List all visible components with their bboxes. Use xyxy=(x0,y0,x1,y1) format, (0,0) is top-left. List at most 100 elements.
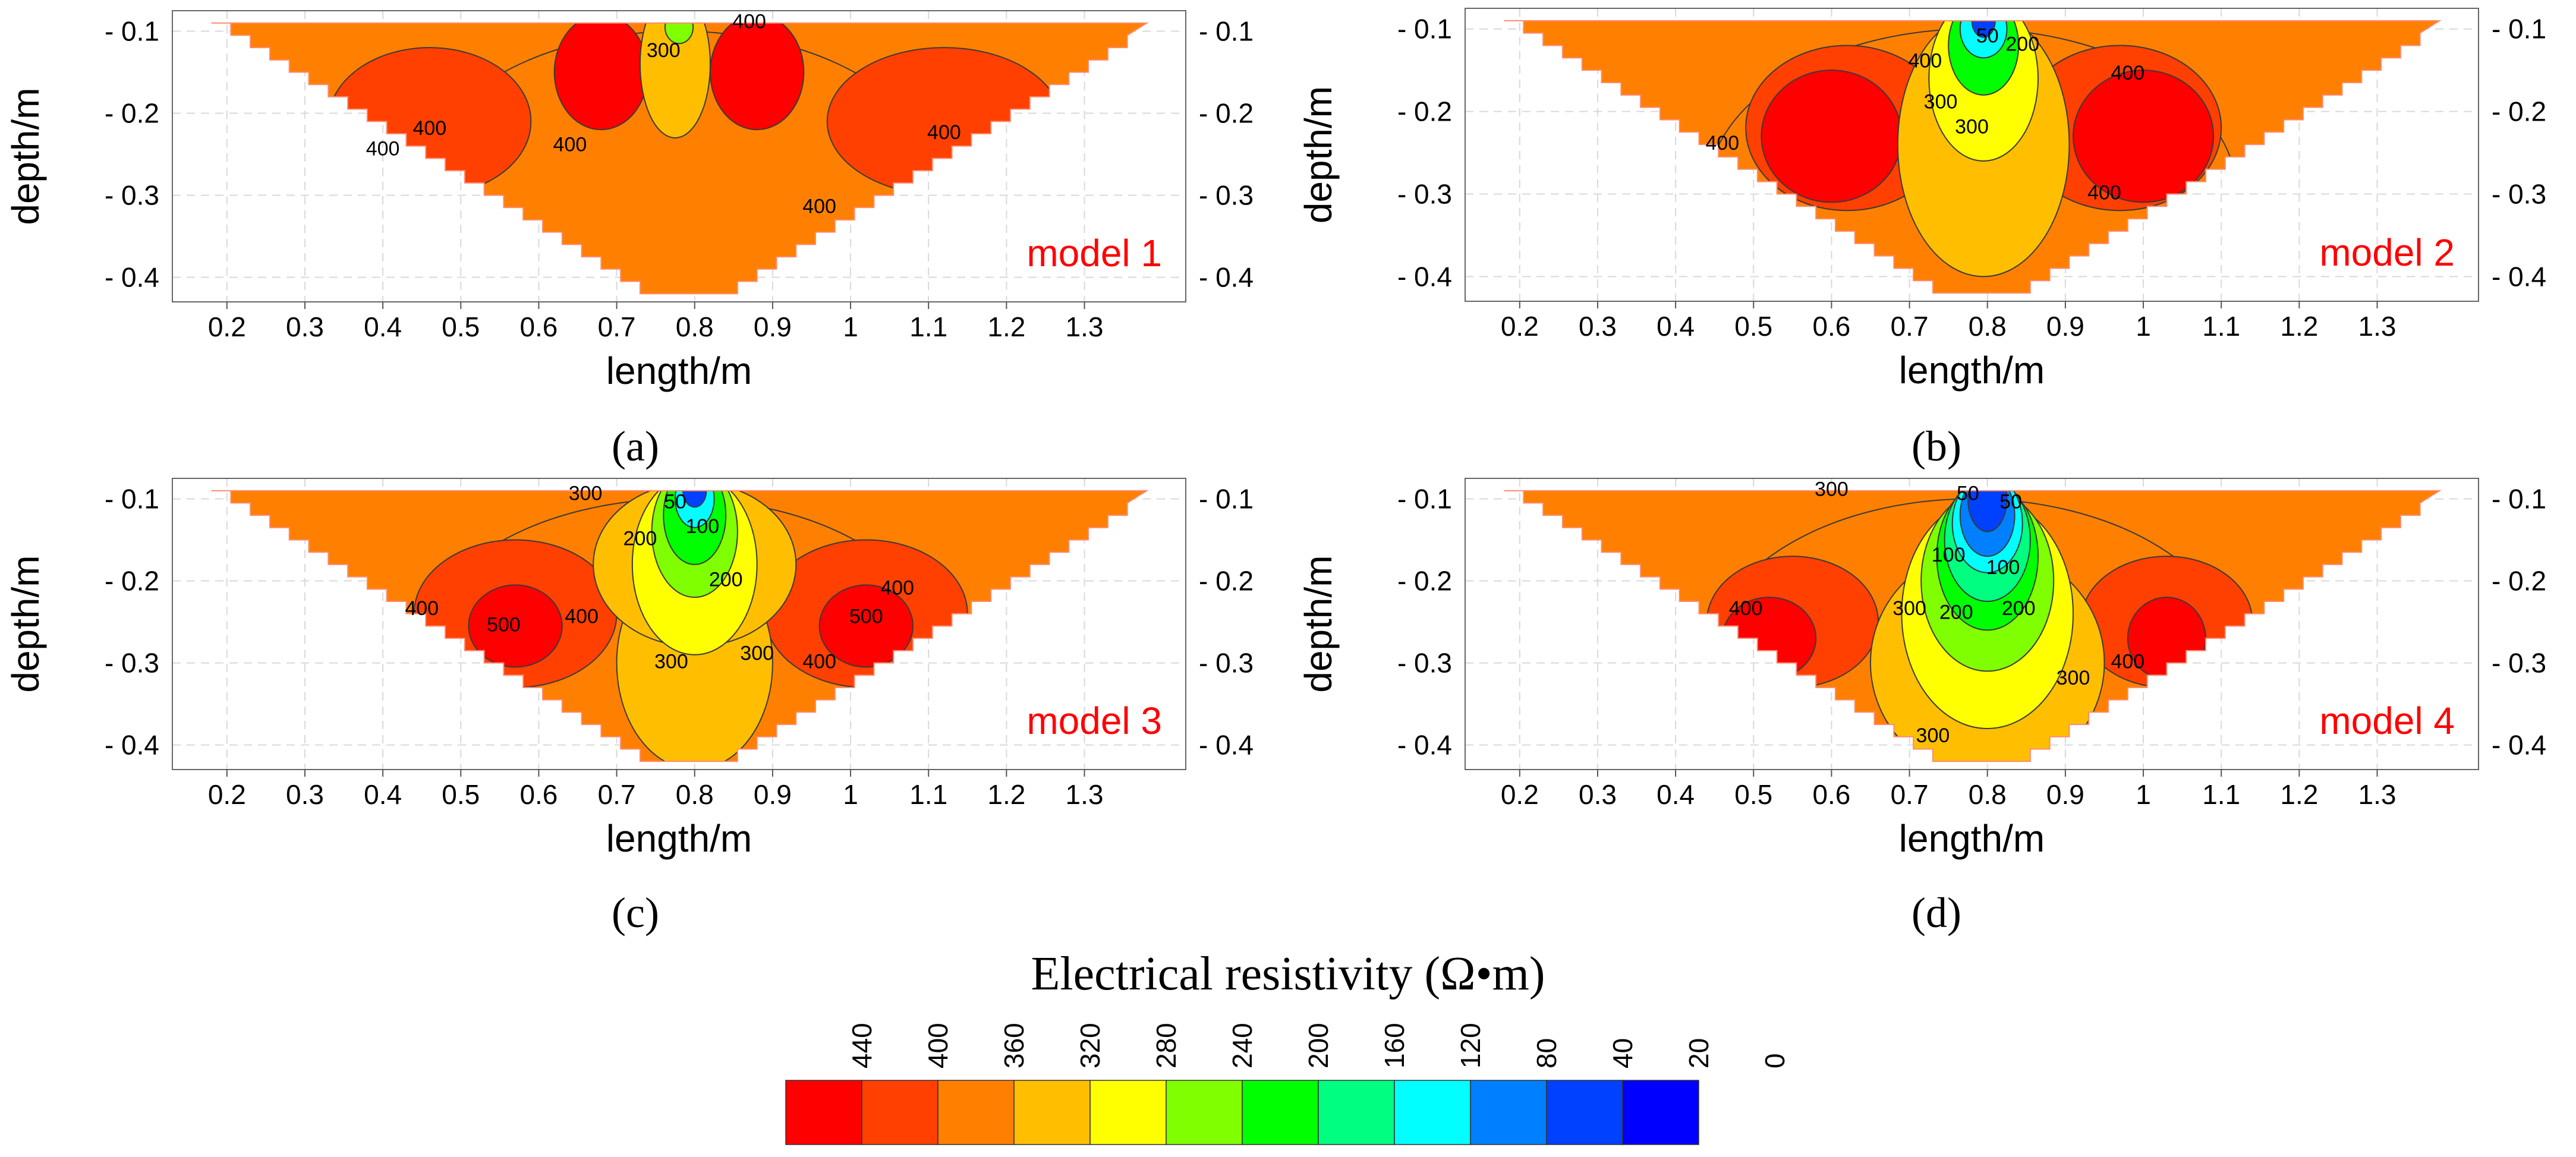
x-tick-label: 0.8 xyxy=(1969,311,2007,342)
resistivity-zone xyxy=(553,23,649,131)
colorbar-tick-label: 240 xyxy=(1227,1023,1258,1068)
contour-label: 400 xyxy=(880,576,914,599)
y-tick-label-left: - 0.3 xyxy=(1397,178,1452,209)
contour-label: 200 xyxy=(709,569,743,591)
colorbar-tick-label: 0 xyxy=(1759,1053,1790,1068)
contour-label: 100 xyxy=(685,515,719,538)
colorbar-tick-label: 360 xyxy=(999,1023,1029,1068)
y-axis-label: depth/m xyxy=(1297,555,1340,692)
contour-label: 400 xyxy=(1908,49,1942,72)
x-tick-label: 1.1 xyxy=(909,311,947,342)
x-tick-label: 0.6 xyxy=(1812,779,1850,810)
x-tick-label: 1.3 xyxy=(2358,311,2397,342)
resistivity-zone xyxy=(682,490,707,508)
colorbar-swatch xyxy=(1242,1080,1319,1145)
contour-label: 400 xyxy=(1729,597,1763,620)
x-tick-label: 0.3 xyxy=(286,311,324,342)
x-tick-label: 0.2 xyxy=(208,779,246,810)
x-tick-label: 0.2 xyxy=(1501,311,1539,342)
contour-label: 200 xyxy=(623,528,657,550)
contour-label: 300 xyxy=(569,483,603,505)
plot-frame xyxy=(1465,8,2479,302)
x-tick-label: 0.9 xyxy=(754,779,792,810)
resistivity-zone xyxy=(468,584,563,668)
x-tick-label: 1 xyxy=(843,311,858,342)
model-title: model 2 xyxy=(2319,231,2455,274)
y-tick-label-left: - 0.2 xyxy=(1397,96,1452,127)
y-tick-label-right: - 0.1 xyxy=(2492,14,2546,45)
panel-label: (d) xyxy=(1911,889,1961,937)
x-tick-label: 1.3 xyxy=(1066,779,1104,810)
contour-label: 500 xyxy=(487,613,521,636)
panel-d: 300 50 50 100 100 200 200 300 300 300 400 400 0.2 0.3… xyxy=(1297,478,2546,937)
y-axis-label: depth/m xyxy=(1297,86,1340,223)
y-tick-label-left: - 0.4 xyxy=(105,262,159,293)
x-tick-label: 0.8 xyxy=(1969,779,2007,810)
model-title: model 4 xyxy=(2319,699,2455,742)
y-tick-label-right: - 0.3 xyxy=(1199,180,1254,211)
x-tick-label: 0.6 xyxy=(1812,311,1850,342)
y-tick-label-left: - 0.2 xyxy=(105,566,159,597)
y-tick-label-right: - 0.2 xyxy=(1199,98,1254,129)
x-tick-label: 0.4 xyxy=(1657,311,1695,342)
contour-label: 50 xyxy=(664,490,686,513)
x-tick-label: 0.3 xyxy=(1579,779,1617,810)
x-tick-label: 0.5 xyxy=(442,779,480,810)
x-axis-label: length/m xyxy=(1899,349,2045,392)
contour-label: 500 xyxy=(849,606,883,628)
x-tick-label: 0.9 xyxy=(2046,311,2084,342)
y-tick-label-left: - 0.3 xyxy=(105,648,159,679)
colorbar-swatch xyxy=(1470,1080,1547,1145)
x-axis-label: length/m xyxy=(606,349,752,392)
y-tick-label-right: - 0.2 xyxy=(1199,566,1254,597)
contour-label: 50 xyxy=(1976,25,1999,48)
colorbar-swatch xyxy=(937,1080,1015,1145)
y-axis-label: depth/m xyxy=(4,555,47,692)
contour-label: 300 xyxy=(1955,115,1989,138)
panel-label: (a) xyxy=(612,423,659,470)
plot-frame xyxy=(1465,478,2479,770)
section-outline xyxy=(211,490,1149,762)
y-tick-label-right: - 0.4 xyxy=(2492,261,2546,292)
contour-label: 400 xyxy=(2111,62,2144,84)
y-tick-label-left: - 0.1 xyxy=(105,16,159,47)
colorbar-tick-label: 80 xyxy=(1531,1038,1562,1068)
x-tick-label: 0.8 xyxy=(676,779,714,810)
contour-label: 400 xyxy=(2087,181,2121,204)
x-tick-label: 0.3 xyxy=(286,779,324,810)
y-tick-label-right: - 0.4 xyxy=(1199,262,1254,293)
x-axis-label: length/m xyxy=(1899,817,2045,860)
colorbar-tick-label: 160 xyxy=(1379,1023,1410,1068)
x-tick-label: 0.5 xyxy=(442,311,480,342)
contour-label: 300 xyxy=(740,642,774,665)
x-tick-label: 1.2 xyxy=(2280,779,2318,810)
x-axis-label: length/m xyxy=(606,817,752,860)
contour-label: 50 xyxy=(1957,483,1979,505)
x-tick-label: 1.2 xyxy=(987,311,1025,342)
x-tick-label: 0.6 xyxy=(519,311,558,342)
contour-label: 200 xyxy=(2002,597,2036,620)
contour-label: 200 xyxy=(2005,33,2039,55)
colorbar-title: Electrical resistivity (Ω•m) xyxy=(1031,948,1545,1000)
y-tick-label-right: - 0.2 xyxy=(2492,566,2546,597)
y-tick-label-right: - 0.4 xyxy=(2492,730,2546,761)
resistivity-zone xyxy=(1761,70,1903,203)
colorbar-tick-label: 200 xyxy=(1303,1023,1334,1068)
y-tick-label-left: - 0.1 xyxy=(1397,14,1452,45)
colorbar-tick-label: 20 xyxy=(1683,1038,1714,1068)
x-tick-label: 1.2 xyxy=(987,779,1025,810)
contour-label: 100 xyxy=(1932,544,1966,566)
x-tick-label: 0.3 xyxy=(1579,311,1617,342)
colorbar-swatch xyxy=(1318,1080,1395,1145)
colorbar-swatch xyxy=(1622,1080,1699,1145)
colorbar: Electrical resistivity (Ω•m) 440 400 360 32… xyxy=(785,948,1790,1145)
colorbar-swatch xyxy=(1089,1080,1167,1145)
colorbar-swatch xyxy=(1546,1080,1623,1145)
contour-label: 200 xyxy=(1939,601,1973,624)
colorbar-swatch xyxy=(861,1080,939,1145)
contour-label: 400 xyxy=(565,606,599,628)
x-tick-label: 0.7 xyxy=(1891,311,1929,342)
x-tick-label: 0.6 xyxy=(519,779,558,810)
